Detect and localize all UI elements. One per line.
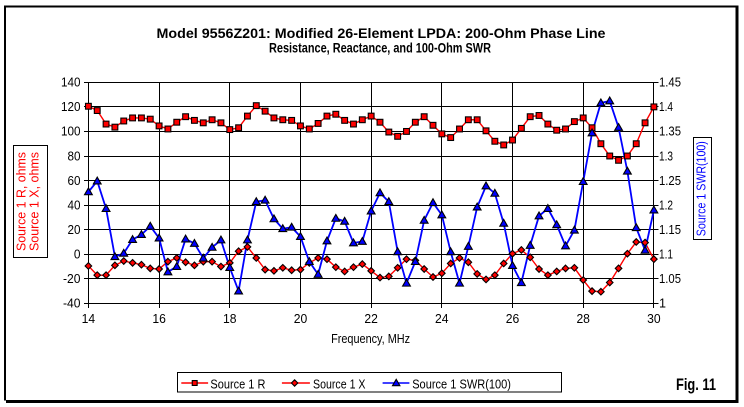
svg-text:Resistance, Reactance, and 100: Resistance, Reactance, and 100-Ohm SWR [269, 41, 491, 56]
svg-text:Frequency, MHz: Frequency, MHz [331, 331, 410, 346]
svg-text:16: 16 [152, 312, 166, 326]
svg-text:1.15: 1.15 [659, 223, 681, 237]
svg-text:14: 14 [82, 312, 96, 326]
svg-text:0: 0 [74, 248, 81, 262]
svg-text:100: 100 [61, 125, 81, 139]
svg-text:22: 22 [364, 312, 378, 326]
svg-text:18: 18 [223, 312, 237, 326]
svg-text:120: 120 [61, 100, 81, 114]
svg-text:26: 26 [506, 312, 520, 326]
svg-text:40: 40 [68, 198, 81, 212]
svg-text:Source 1 R, ohms: Source 1 R, ohms [15, 152, 29, 251]
svg-text:30: 30 [647, 312, 661, 326]
svg-text:Source 1 SWR(100): Source 1 SWR(100) [695, 141, 709, 236]
svg-text:80: 80 [68, 149, 81, 163]
svg-text:20: 20 [68, 223, 81, 237]
svg-text:Source 1 SWR(100): Source 1 SWR(100) [412, 376, 511, 391]
svg-text:60: 60 [68, 174, 81, 188]
svg-text:1.4: 1.4 [659, 100, 673, 114]
svg-text:24: 24 [435, 312, 449, 326]
svg-text:Fig. 11: Fig. 11 [676, 375, 716, 394]
svg-text:1.1: 1.1 [659, 248, 673, 262]
svg-text:1.05: 1.05 [659, 272, 681, 286]
svg-text:Source 1 X: Source 1 X [313, 376, 366, 391]
svg-text:Source 1 X, ohms: Source 1 X, ohms [28, 152, 42, 251]
svg-text:1: 1 [659, 297, 666, 311]
svg-text:1.45: 1.45 [659, 76, 681, 90]
svg-text:1.25: 1.25 [659, 174, 681, 188]
svg-text:-40: -40 [63, 297, 81, 311]
svg-text:-20: -20 [63, 272, 81, 286]
svg-text:1.35: 1.35 [659, 125, 681, 139]
svg-text:Model 9556Z201: Modified 26-E: Model 9556Z201: Modified 26-Element LPDA… [157, 26, 607, 41]
svg-text:140: 140 [61, 76, 81, 90]
svg-text:20: 20 [294, 312, 308, 326]
svg-text:28: 28 [576, 312, 590, 326]
svg-text:Source 1 R: Source 1 R [210, 376, 265, 391]
svg-text:1.2: 1.2 [659, 198, 673, 212]
svg-text:1.3: 1.3 [659, 149, 673, 163]
